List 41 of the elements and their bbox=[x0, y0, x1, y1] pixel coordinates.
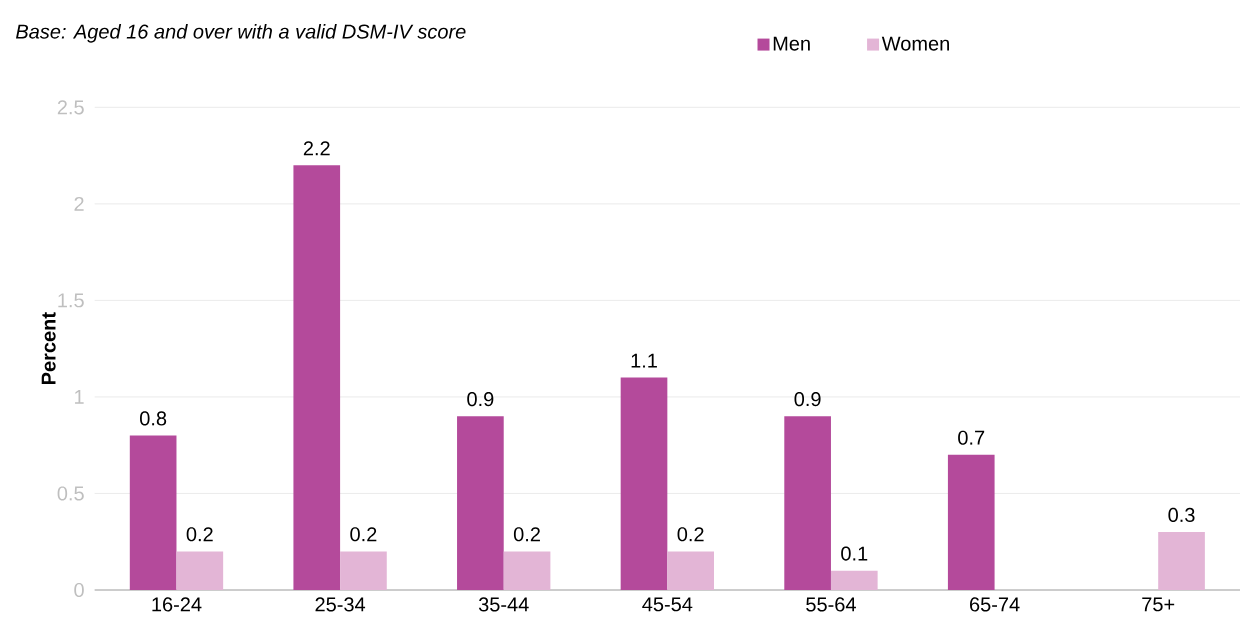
bar bbox=[340, 551, 387, 590]
bar bbox=[830, 570, 878, 590]
data-label: 0.7 bbox=[958, 430, 985, 445]
x-tick-label: 75+ bbox=[1142, 597, 1175, 612]
data-label: 0.2 bbox=[677, 527, 704, 542]
bar bbox=[784, 416, 831, 590]
y-tick-label: 2.5 bbox=[57, 100, 84, 115]
bar bbox=[503, 551, 551, 590]
data-label: 1.1 bbox=[631, 353, 657, 368]
x-tick-label: 65-74 bbox=[970, 597, 1020, 612]
bar bbox=[620, 377, 668, 590]
bar bbox=[293, 165, 341, 590]
data-label: 0.9 bbox=[794, 392, 821, 407]
x-tick-label: 45-54 bbox=[642, 597, 693, 612]
chart-subtitle: Base: Aged 16 and over with a valid DSM-IV score bbox=[15, 24, 466, 43]
y-tick-label: 0.5 bbox=[57, 486, 84, 501]
bar bbox=[129, 435, 177, 590]
data-label: 0.2 bbox=[186, 527, 213, 542]
data-label: 2.2 bbox=[303, 141, 330, 156]
bar bbox=[457, 416, 504, 590]
y-tick-label: 1.5 bbox=[58, 293, 84, 308]
y-tick-label: 1 bbox=[75, 390, 84, 404]
bar bbox=[176, 551, 224, 590]
legend-label: Women bbox=[881, 36, 949, 51]
x-tick-label: 16-24 bbox=[152, 597, 202, 612]
data-label: 0.2 bbox=[350, 527, 377, 542]
legend-label: Men bbox=[773, 36, 810, 51]
data-label: 0.2 bbox=[513, 527, 540, 542]
x-tick-label: 55-64 bbox=[806, 597, 856, 612]
data-label: 0.3 bbox=[1168, 507, 1195, 523]
y-tick-label: 2 bbox=[74, 196, 84, 211]
bar bbox=[1158, 532, 1205, 590]
bar bbox=[667, 551, 715, 590]
y-tick-label: 0 bbox=[74, 582, 84, 598]
x-tick-label: 25-34 bbox=[315, 597, 366, 612]
data-label: 0.8 bbox=[140, 411, 167, 426]
y-axis-title: Percent bbox=[41, 312, 56, 385]
x-tick-label: 35-44 bbox=[478, 597, 529, 612]
bar bbox=[947, 454, 995, 590]
data-label: 0.1 bbox=[841, 546, 868, 561]
data-label: 0.9 bbox=[467, 392, 494, 407]
